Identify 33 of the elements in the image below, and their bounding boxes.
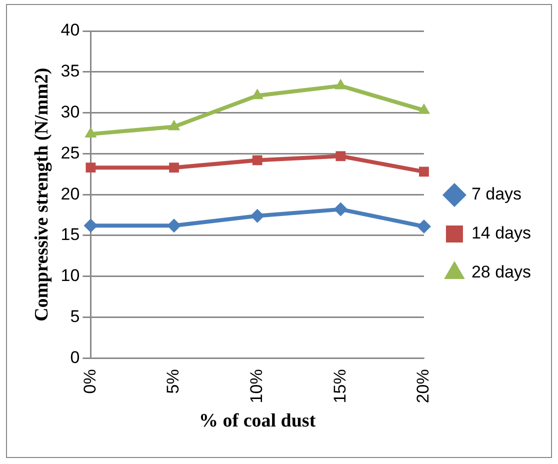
x-tick-label: 0% — [80, 369, 100, 394]
legend-label: 28 days — [471, 262, 532, 282]
y-tick-label: 20 — [60, 184, 80, 204]
point — [334, 78, 347, 90]
point — [167, 218, 182, 233]
x-axis-title: % of coal dust — [199, 410, 316, 432]
y-tick-label: 30 — [60, 102, 80, 122]
point — [84, 127, 97, 138]
y-tick-label: 35 — [60, 62, 80, 81]
y-tick-label: 0 — [70, 348, 80, 367]
y-tick-label: 40 — [60, 20, 80, 40]
x-tick-label: 10% — [247, 369, 266, 404]
x-tick-label: 15% — [330, 369, 350, 404]
y-tick-label: 25 — [60, 143, 80, 162]
y-tick-label: 15 — [60, 225, 80, 244]
y-tick-label: 10 — [60, 266, 80, 286]
point — [419, 166, 429, 177]
point — [168, 120, 180, 130]
point — [416, 219, 431, 234]
point — [418, 103, 430, 114]
y-tick-label: 5 — [70, 306, 80, 326]
point — [334, 202, 348, 216]
point — [336, 151, 346, 162]
y-axis-title: Compressive strength (N/mm2) — [31, 68, 52, 322]
point — [252, 155, 262, 166]
x-tick-label: 5% — [164, 369, 183, 394]
point — [86, 162, 96, 173]
x-tick-label: 20% — [414, 369, 433, 404]
legend-label: 14 days — [471, 224, 532, 243]
legend-label: 7 days — [471, 184, 522, 204]
point — [169, 162, 179, 173]
point — [84, 218, 98, 233]
point — [250, 208, 264, 223]
